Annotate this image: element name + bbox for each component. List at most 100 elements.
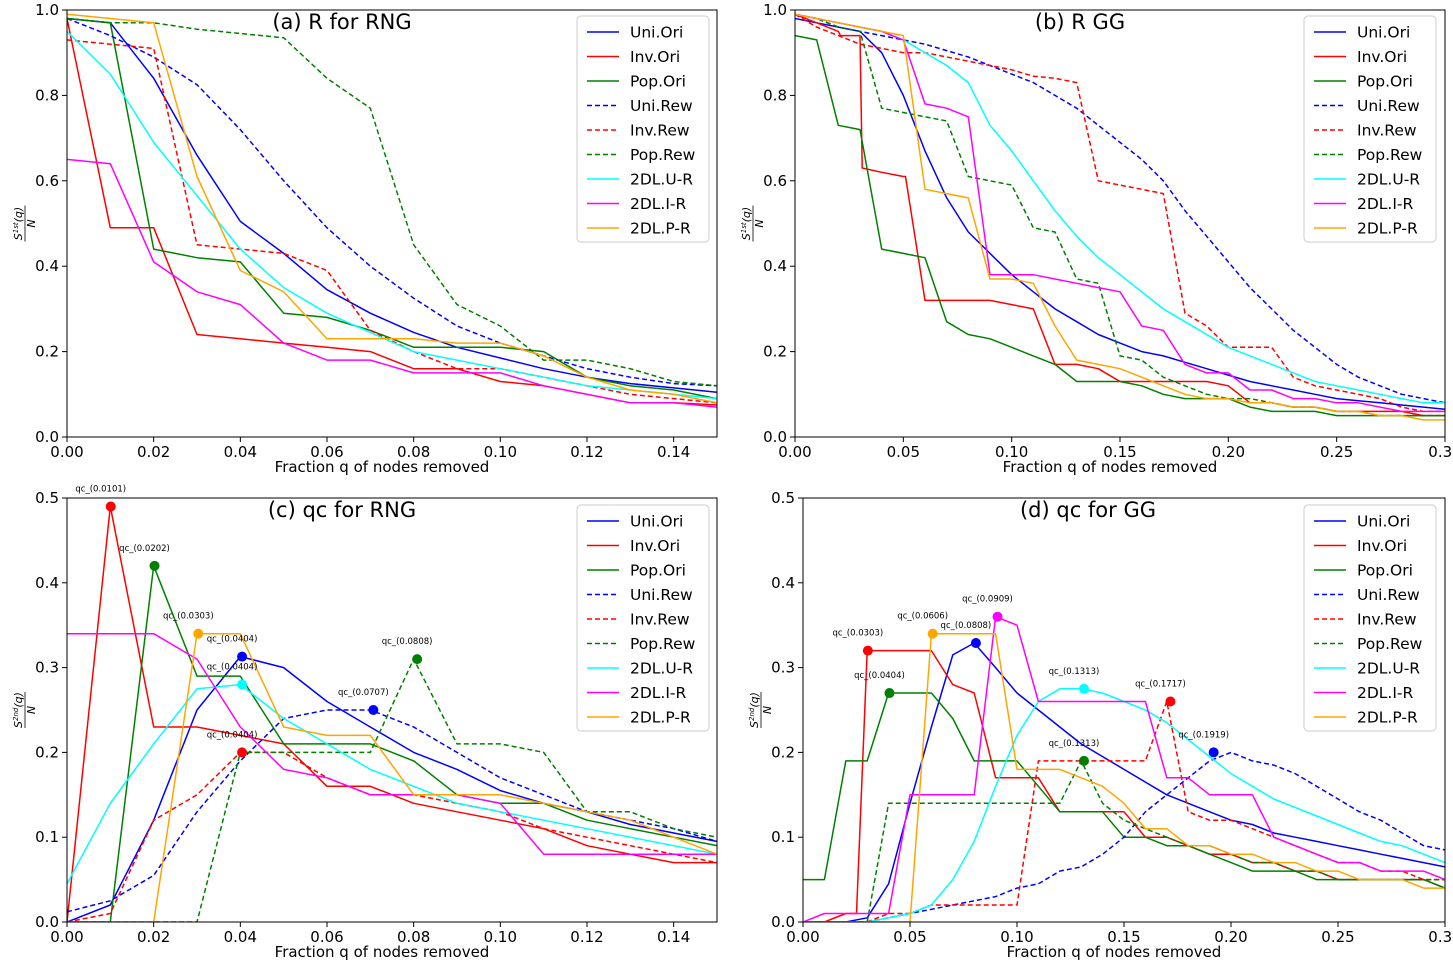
y-tick-label: 0.8 [763,86,787,104]
series-line-uni-rew [795,13,1445,404]
x-tick-label: 0.15 [1107,928,1140,946]
legend-label: 2DL.I-R [630,195,687,213]
panel-b: 0.00 0.05 0.10 0.15 0.20 0.25 0.30 0.0 0.2 0.4 0.6… [740,1,1453,476]
x-tick-label: 0.00 [786,928,819,946]
y-label-numerator: S2nd(q) [748,692,761,728]
x-axis-label: Fraction q of nodes removed [1007,943,1222,961]
y-tick-label: 0.2 [771,743,795,761]
legend-label: 2DL.P-R [630,709,691,727]
x-tick-label: 0.05 [893,928,926,946]
x-tick-label: 0.30 [1428,443,1453,461]
legend-label: Pop.Ori [1357,562,1413,580]
x-tick-label: 0.08 [397,928,430,946]
legend-label: Pop.Rew [1357,635,1423,653]
y-tick-label: 0.2 [35,743,59,761]
series-line-2dl-i-r [67,632,717,855]
legend-label: Uni.Ori [1357,513,1410,531]
qc-marker [862,645,873,656]
qc-label: qc_(0.0808) [941,621,992,631]
qc-label: qc_(0.0404) [207,730,258,740]
qc-label: qc_(0.0606) [897,612,948,622]
legend-label: Uni.Rew [630,97,693,115]
legend-label: 2DL.I-R [1357,195,1414,213]
x-tick-label: 0.10 [484,443,517,461]
x-tick-label: 0.25 [1321,928,1354,946]
legend: Uni.Ori Inv.Ori Pop.Ori Uni.Rew Inv.Rew Pop.R… [576,15,710,243]
y-tick-label: 0.1 [35,828,59,846]
series-line-2dl-u-r [67,683,717,885]
qc-marker [1165,696,1176,707]
qc-marker [927,628,938,639]
y-tick-label: 0.6 [35,172,59,190]
y-tick-label: 0.4 [35,574,59,592]
y-tick-label: 0.0 [763,428,787,446]
x-tick-label: 0.14 [657,928,690,946]
x-axis-label: Fraction q of nodes removed [1003,458,1218,476]
x-tick-label: 0.02 [137,928,170,946]
y-label-denominator: N [753,219,766,227]
qc-marker [237,651,248,662]
y-tick-label: 0.1 [771,828,795,846]
panel-a: 0.00 0.02 0.04 0.06 0.08 0.10 0.12 0.14 0.0 0.2 0.… [12,1,718,476]
legend-box [576,504,710,732]
x-tick-label: 0.12 [570,443,603,461]
y-label-denominator: N [761,706,774,714]
qc-label: qc_(0.0909) [962,595,1013,605]
series-line-uni-ori [67,655,717,922]
series-line-pop-ori [67,565,717,922]
qc-marker [368,705,379,715]
legend-label: Inv.Rew [1357,122,1417,140]
y-label-argument: (q) [12,207,25,223]
y-label-symbol: S [12,233,25,240]
y-tick-label: 0.2 [763,343,787,361]
y-tick-label: 0.8 [35,86,59,104]
series-line-uni-ori [803,642,1445,922]
y-tick-label: 1.0 [35,1,59,19]
qc-label: qc_(0.0808) [382,637,433,647]
legend-label: 2DL.I-R [630,684,687,702]
x-tick-label: 0.25 [1320,443,1353,461]
y-label-argument: (q) [12,692,25,708]
y-tick-label: 0.6 [763,172,787,190]
legend-label: Inv.Rew [630,122,690,140]
legend-label: Inv.Ori [1357,537,1407,555]
y-tick-label: 0.0 [35,428,59,446]
x-tick-label: 0.04 [224,928,257,946]
series-group [67,505,717,922]
legend-label: Uni.Ori [630,24,683,42]
chart-title: (c) qc for RNG [268,498,416,522]
x-tick-label: 0.10 [484,928,517,946]
series-group [795,13,1445,421]
x-tick-label: 0.00 [50,443,83,461]
legend: Uni.Ori Inv.Ori Pop.Ori Uni.Rew Inv.Rew Pop.R… [1303,504,1437,732]
qc-label: qc_(0.0404) [207,635,258,645]
qc-marker [149,560,160,571]
x-tick-label: 0.00 [50,928,83,946]
legend-label: 2DL.U-R [630,660,693,678]
qc-label: qc_(0.0303) [163,612,214,622]
panel-c: qc_(0.0101) qc_(0.0202) qc_(0.0303) qc_(0.0… [12,484,718,961]
qc-marker [1078,755,1089,766]
legend-label: 2DL.U-R [1357,660,1420,678]
qc-marker [884,688,895,699]
series-line-2dl-p-r [803,632,1445,922]
y-tick-label: 0.4 [763,257,787,275]
qc-label: qc_(0.1313) [1049,667,1100,677]
qc-label: qc_(0.0303) [832,629,883,639]
legend-box [576,15,710,243]
series-line-uni-ori [67,17,717,393]
y-tick-label: 0.4 [35,257,59,275]
y-tick-label: 0.2 [35,343,59,361]
y-tick-label: 0.4 [771,574,795,592]
qc-marker [237,747,248,758]
y-label-argument: (q) [740,207,753,223]
y-label-symbol: S [12,721,25,728]
legend-label: Inv.Rew [630,611,690,629]
axes-frame [66,497,718,923]
series-line-uni-ori [795,17,1445,410]
legend-label: Pop.Ori [630,73,686,91]
y-label-symbol: S [740,233,753,240]
legend-label: Uni.Ori [1357,24,1410,42]
legend-label: Uni.Ori [630,513,683,531]
